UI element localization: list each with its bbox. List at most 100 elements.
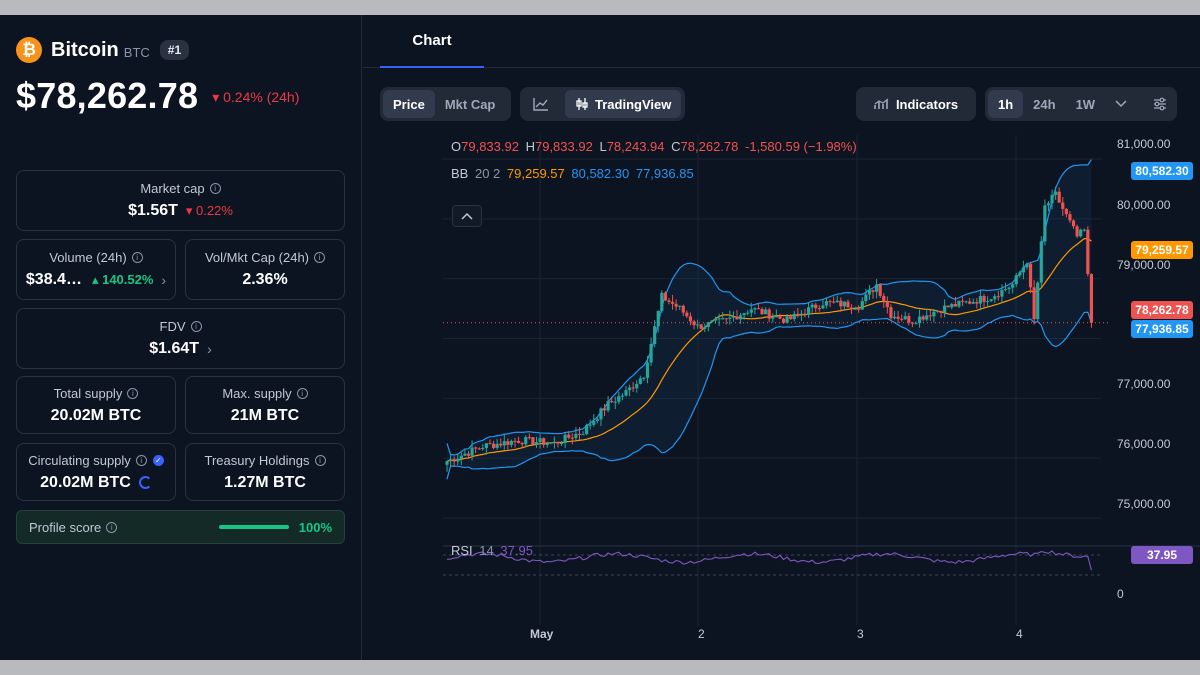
circulating-supply-label: Circulating supply <box>28 452 131 468</box>
candle-body <box>559 442 564 444</box>
candle-body <box>982 295 986 302</box>
candle-body <box>835 300 839 303</box>
tab-chart[interactable]: Chart <box>380 15 484 68</box>
info-icon[interactable]: i <box>131 252 143 263</box>
mkt-cap-tab[interactable]: Mkt Cap <box>444 96 496 112</box>
indicators-button[interactable]: Indicators <box>856 87 976 121</box>
y-tick: 75,000.00 <box>1117 497 1171 511</box>
chevron-up-icon <box>461 212 473 220</box>
candle-body <box>1082 229 1086 231</box>
candle-body <box>828 301 832 303</box>
candle-body <box>774 316 778 318</box>
candle-body <box>531 437 535 445</box>
tradingview-button[interactable]: TradingView <box>565 90 682 118</box>
legend-change: -1,580.59 (−1.98%) <box>745 139 857 154</box>
candle-body <box>1068 214 1072 221</box>
candle-body <box>635 383 639 389</box>
market-cap-card[interactable]: Market cap i $1.56T ▾ 0.22% <box>16 170 345 231</box>
candle-body <box>789 316 793 320</box>
max-supply-card: Max. supply i 21M BTC <box>185 376 345 434</box>
info-icon[interactable]: i <box>190 321 202 332</box>
supply-progress-ring-icon <box>138 476 152 489</box>
candle-body <box>470 447 474 456</box>
candle-body <box>710 320 714 323</box>
info-icon[interactable]: i <box>127 387 139 399</box>
candle-body <box>1032 287 1036 320</box>
timeframe-24h[interactable]: 24h <box>1033 96 1056 112</box>
candle-body <box>448 459 453 462</box>
circulating-supply-card: Circulating supply i ✓ 20.02M BTC <box>16 443 176 501</box>
max-supply-value: 21M BTC <box>230 406 300 424</box>
candle-body <box>670 301 675 304</box>
candle-body <box>538 438 542 443</box>
info-icon[interactable]: i <box>314 454 326 466</box>
y-tick: 76,000.00 <box>1117 437 1171 451</box>
timeframe-1h[interactable]: 1h <box>988 90 1024 118</box>
info-icon[interactable]: i <box>209 183 221 194</box>
timeframe-dropdown[interactable] <box>1105 90 1143 118</box>
profile-score-bar <box>218 525 289 529</box>
candle-body <box>735 316 739 320</box>
info-icon[interactable]: i <box>314 252 326 263</box>
candle-body <box>1064 208 1068 215</box>
rsi-price-label: 37.95 <box>1131 546 1193 564</box>
chevron-right-icon[interactable]: › <box>207 341 212 357</box>
candle-body <box>1014 275 1018 285</box>
candle-body <box>1018 272 1022 276</box>
candle-body <box>724 318 728 320</box>
profile-score[interactable]: Profile score i 100% <box>16 510 345 544</box>
candle-body <box>713 318 718 321</box>
treasury-label: Treasury Holdings <box>204 452 310 468</box>
candle-body <box>491 443 496 448</box>
fdv-card[interactable]: FDV i $1.64T › <box>16 308 345 369</box>
chart-settings-button[interactable] <box>1143 90 1183 118</box>
candle-body <box>857 308 861 310</box>
candlestick-icon <box>576 98 588 110</box>
legend-c-key: C <box>671 139 681 154</box>
volume-card[interactable]: Volume (24h) i $38.4… ▴ 140.52% › <box>16 239 176 300</box>
candle-body <box>842 301 846 307</box>
line-chart-button[interactable] <box>523 90 565 118</box>
price-tab[interactable]: Price <box>383 90 435 118</box>
candle-body <box>928 315 932 317</box>
candle-body <box>935 310 940 312</box>
price-chart[interactable] <box>363 125 1200 660</box>
market-cap-label: Market cap <box>140 181 205 196</box>
info-icon[interactable]: i <box>135 454 147 466</box>
candle-body <box>993 296 997 300</box>
candle-body <box>577 433 582 435</box>
candle-body <box>824 301 829 306</box>
candle-body <box>592 420 596 425</box>
candle-body <box>474 447 478 449</box>
candle-body <box>1025 263 1029 268</box>
info-icon[interactable]: i <box>296 387 308 399</box>
chevron-right-icon[interactable]: › <box>161 272 167 288</box>
verified-icon: ✓ <box>152 454 164 466</box>
candle-body <box>570 437 574 439</box>
candle-body <box>767 309 771 319</box>
y-tick: 81,000.00 <box>1117 137 1171 151</box>
legend-open: 79,833.92 <box>461 139 519 154</box>
chevron-down-icon <box>1115 100 1127 108</box>
candle-body <box>524 437 528 445</box>
candle-body <box>764 309 768 315</box>
coin-name: Bitcoin <box>51 38 119 61</box>
legend-bb-lower: 77,936.85 <box>635 166 694 181</box>
candle-body <box>645 362 650 378</box>
bitcoin-logo-icon: ₿ <box>16 37 42 63</box>
info-icon[interactable]: i <box>106 521 118 533</box>
candle-body <box>806 307 811 315</box>
ohlc-legend: O79,833.92 H79,833.92 L78,243.94 C78,262… <box>451 139 860 154</box>
volume-change: ▴ 140.52% <box>91 272 154 287</box>
candle-body <box>599 408 603 420</box>
candle-body <box>549 442 553 444</box>
candle-body <box>892 316 897 319</box>
candle-body <box>488 443 492 445</box>
candle-body <box>667 300 671 302</box>
timeframe-1w[interactable]: 1W <box>1075 96 1096 112</box>
candle-body <box>882 295 886 302</box>
x-tick: 3 <box>857 627 864 641</box>
candle-body <box>878 284 882 296</box>
candle-body <box>910 322 915 324</box>
collapse-legend-button[interactable] <box>452 205 482 227</box>
